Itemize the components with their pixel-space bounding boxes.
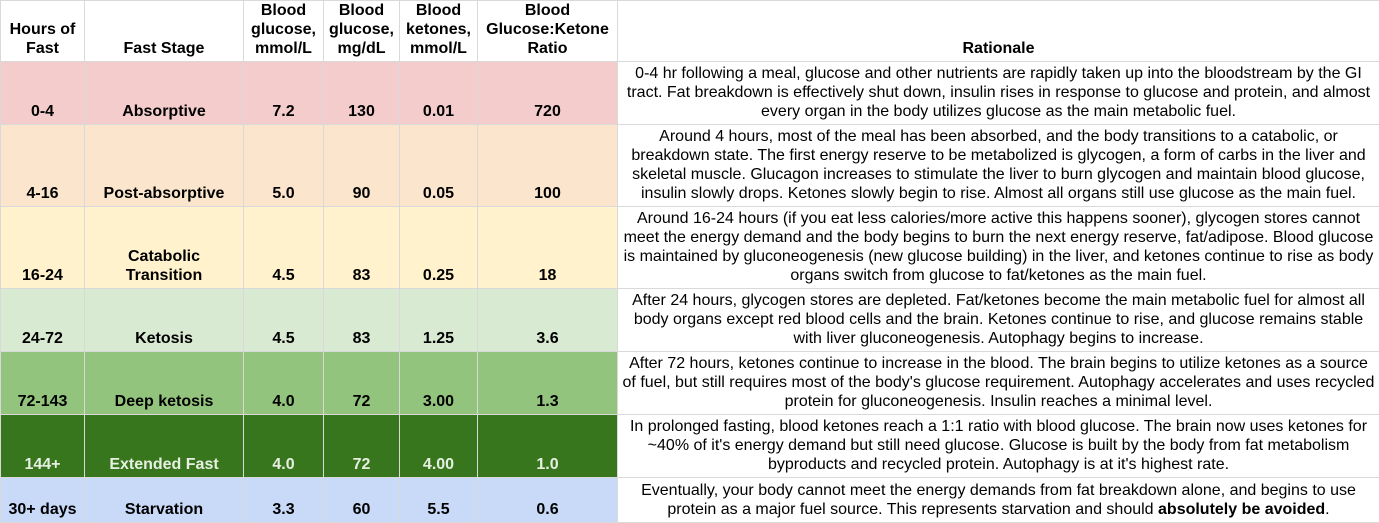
rationale-text: After 24 hours, glycogen stores are depl… [632,292,1365,347]
cell-ketones: 4.00 [400,415,478,478]
cell-glucose-mmol: 4.5 [244,289,324,352]
cell-glucose-mgdl: 72 [324,415,400,478]
cell-hours: 0-4 [1,62,85,125]
cell-stage: Extended Fast [85,415,244,478]
cell-ketones: 0.01 [400,62,478,125]
rationale-text: Around 4 hours, most of the meal has bee… [631,128,1365,202]
header-blood-glucose-mmol: Blood glucose, mmol/L [244,1,324,62]
cell-ratio: 18 [478,207,618,289]
cell-ratio: 3.6 [478,289,618,352]
cell-glucose-mmol: 4.5 [244,207,324,289]
cell-rationale: 0-4 hr following a meal, glucose and oth… [618,62,1379,125]
header-rationale: Rationale [618,1,1379,62]
rationale-text: In prolonged fasting, blood ketones reac… [630,418,1367,473]
cell-rationale: Around 16-24 hours (if you eat less calo… [618,207,1379,289]
cell-stage: Catabolic Transition [85,207,244,289]
cell-stage: Absorptive [85,62,244,125]
cell-stage: Deep ketosis [85,352,244,415]
cell-glucose-mgdl: 90 [324,125,400,207]
rationale-text: Around 16-24 hours (if you eat less calo… [624,210,1374,284]
cell-hours: 144+ [1,415,85,478]
cell-ketones: 1.25 [400,289,478,352]
cell-glucose-mmol: 4.0 [244,415,324,478]
cell-glucose-mmol: 4.0 [244,352,324,415]
rationale-emphasis: absolutely be avoided [1158,501,1325,518]
cell-hours: 4-16 [1,125,85,207]
cell-ratio: 720 [478,62,618,125]
cell-ketones: 0.25 [400,207,478,289]
rationale-text: 0-4 hr following a meal, glucose and oth… [627,65,1370,120]
cell-glucose-mgdl: 83 [324,207,400,289]
cell-glucose-mgdl: 130 [324,62,400,125]
cell-ratio: 1.0 [478,415,618,478]
cell-glucose-mmol: 7.2 [244,62,324,125]
cell-stage: Ketosis [85,289,244,352]
header-blood-glucose-mgdl: Blood glucose, mg/dL [324,1,400,62]
rationale-text: After 72 hours, ketones continue to incr… [623,355,1375,410]
cell-ratio: 1.3 [478,352,618,415]
header-hours-of-fast: Hours of Fast [1,1,85,62]
cell-rationale: In prolonged fasting, blood ketones reac… [618,415,1379,478]
cell-ratio: 100 [478,125,618,207]
cell-ketones: 3.00 [400,352,478,415]
cell-rationale: After 72 hours, ketones continue to incr… [618,352,1379,415]
header-glucose-ketone-ratio: Blood Glucose:Ketone Ratio [478,1,618,62]
cell-glucose-mmol: 5.0 [244,125,324,207]
cell-hours: 24-72 [1,289,85,352]
cell-glucose-mgdl: 72 [324,352,400,415]
header-fast-stage: Fast Stage [85,1,244,62]
cell-ketones: 0.05 [400,125,478,207]
cell-rationale: Around 4 hours, most of the meal has bee… [618,125,1379,207]
cell-stage: Post-absorptive [85,125,244,207]
cell-hours: 16-24 [1,207,85,289]
cell-rationale: After 24 hours, glycogen stores are depl… [618,289,1379,352]
header-blood-ketones-mmol: Blood ketones, mmol/L [400,1,478,62]
cell-hours: 72-143 [1,352,85,415]
cell-glucose-mgdl: 83 [324,289,400,352]
rationale-tail: . [1325,501,1329,518]
header-row: Hours of Fast Fast Stage Blood glucose, … [1,1,1379,62]
